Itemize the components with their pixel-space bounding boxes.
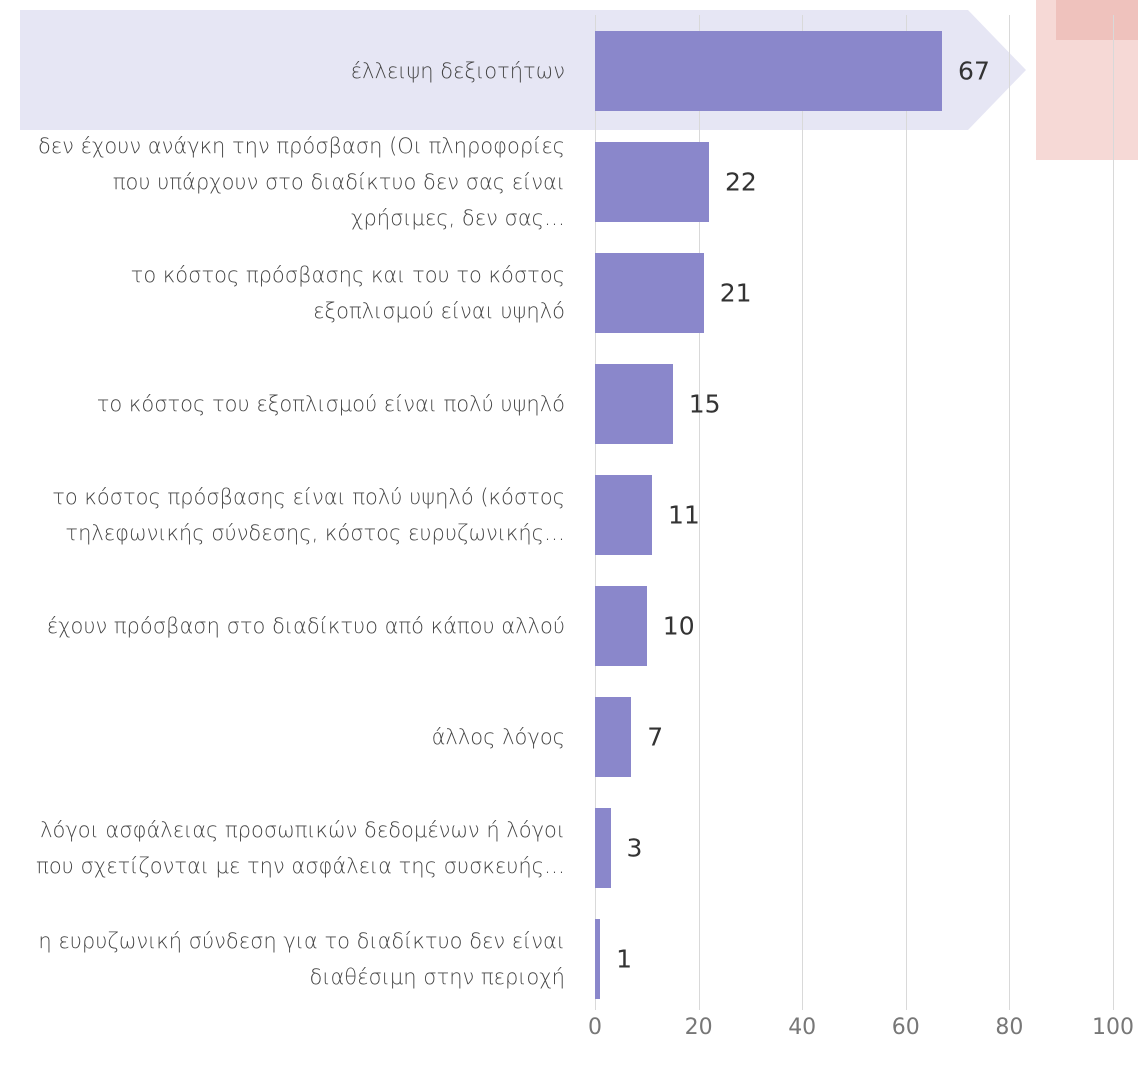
value-label: 21	[719, 278, 752, 308]
x-tick-label: 80	[995, 1015, 1024, 1040]
grid-line	[802, 15, 804, 1010]
x-tick-label: 60	[891, 1015, 920, 1040]
x-tick-label: 0	[588, 1015, 602, 1040]
value-label: 15	[688, 389, 721, 419]
category-label: το κόστος πρόσβασης είναι πολύ υψηλό (κό…	[52, 485, 565, 545]
category-label: λόγοι ασφάλειας προσωπικών δεδομένων ή λ…	[36, 818, 565, 878]
category-label: το κόστος του εξοπλισμού είναι πολύ υψηλ…	[96, 392, 565, 416]
bar	[595, 31, 943, 111]
bar	[595, 586, 647, 666]
value-label: 3	[626, 833, 643, 863]
bar	[595, 919, 601, 999]
grid-line	[1009, 15, 1011, 1010]
category-label: η ευρυζωνική σύνδεση για το διαδίκτυο δε…	[38, 929, 565, 989]
value-label: 67	[958, 56, 990, 86]
grid-line	[1113, 15, 1114, 1010]
bar	[595, 808, 611, 888]
x-tick-label: 40	[788, 1015, 817, 1040]
grid-line	[698, 15, 700, 1010]
value-label: 10	[662, 611, 695, 641]
grid-line	[905, 15, 907, 1010]
value-label: 7	[647, 722, 664, 752]
x-tick-label: 100	[1092, 1015, 1134, 1040]
value-label: 22	[724, 167, 757, 197]
bar	[595, 364, 673, 444]
value-label: 1	[616, 944, 633, 974]
x-tick-label: 20	[684, 1015, 713, 1040]
category-label: έλλειψη δεξιοτήτων	[350, 59, 565, 83]
category-label: το κόστος πρόσβασης και του το κόστος εξ…	[130, 263, 565, 323]
category-label: άλλος λόγος	[431, 725, 565, 749]
category-label: δεν έχουν ανάγκη την πρόσβαση (Οι πληροφ…	[37, 134, 565, 230]
decor-block	[1056, 0, 1138, 40]
value-label: 11	[667, 500, 700, 530]
bar	[595, 475, 652, 555]
bar	[595, 697, 632, 777]
bar	[595, 253, 704, 333]
category-label: έχουν πρόσβαση στο διαδίκτυο από κάπου α…	[46, 614, 565, 638]
bar	[595, 142, 709, 222]
